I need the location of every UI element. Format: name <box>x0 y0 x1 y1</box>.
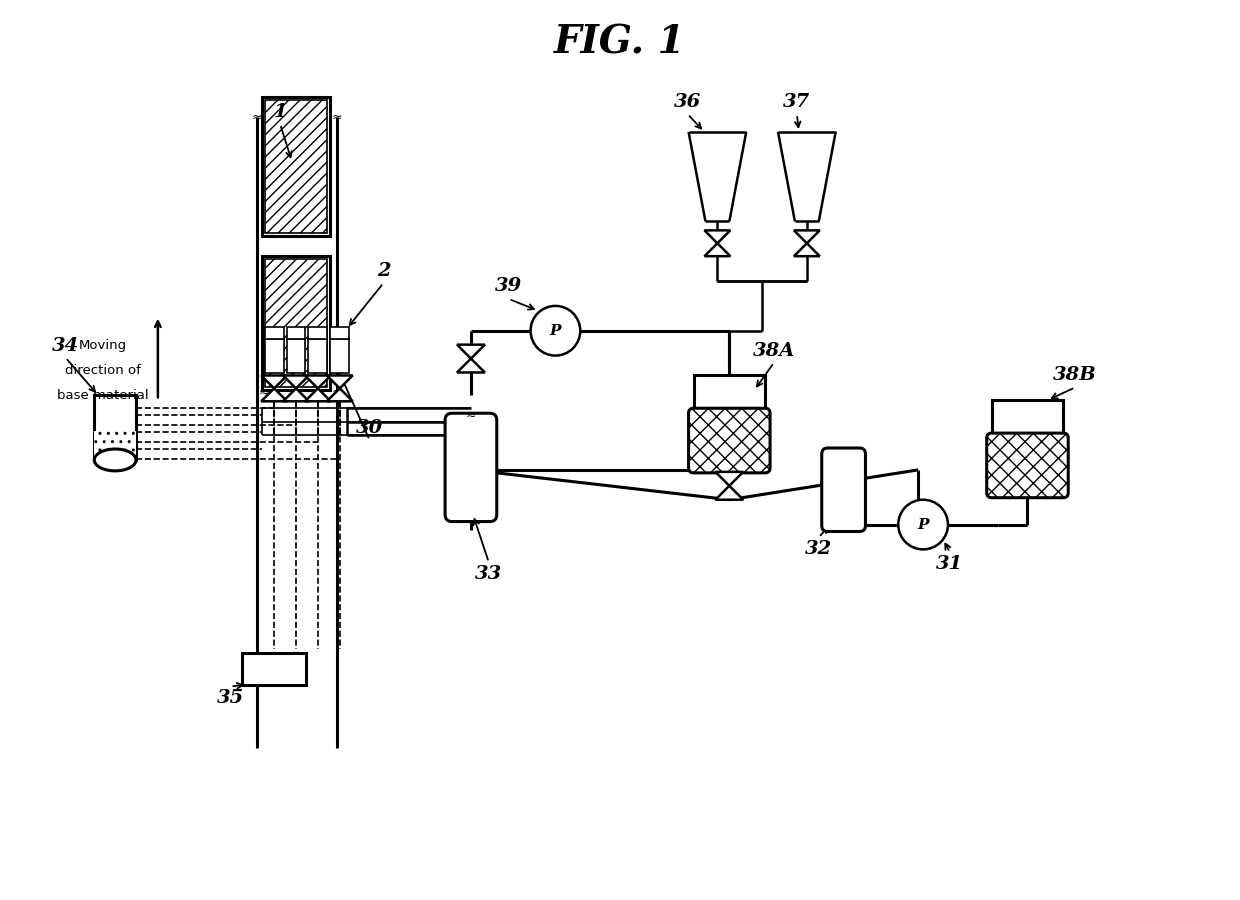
Text: 33: 33 <box>475 565 502 583</box>
Bar <box>330 338 350 373</box>
Polygon shape <box>794 243 820 256</box>
Text: ≈: ≈ <box>252 111 263 123</box>
Bar <box>94 431 136 460</box>
FancyBboxPatch shape <box>688 409 770 472</box>
Bar <box>264 338 284 373</box>
Text: ≈: ≈ <box>331 111 342 123</box>
Text: ≈: ≈ <box>259 386 269 399</box>
Bar <box>309 338 327 373</box>
Text: ≈: ≈ <box>466 409 476 422</box>
Text: P: P <box>549 324 562 338</box>
Text: base material: base material <box>57 389 149 401</box>
Circle shape <box>531 306 580 356</box>
Polygon shape <box>458 345 485 358</box>
Bar <box>242 652 306 685</box>
Text: 39: 39 <box>495 277 522 295</box>
Text: 2: 2 <box>377 262 391 280</box>
Polygon shape <box>262 389 288 401</box>
Polygon shape <box>305 389 331 401</box>
Text: 38A: 38A <box>753 342 795 360</box>
Text: 38B: 38B <box>1053 366 1097 384</box>
Text: 34: 34 <box>52 337 79 355</box>
Bar <box>265 259 327 387</box>
Polygon shape <box>715 472 743 486</box>
FancyBboxPatch shape <box>822 448 866 532</box>
Bar <box>992 400 1063 438</box>
Text: 1: 1 <box>273 104 286 122</box>
Bar <box>262 97 330 237</box>
Polygon shape <box>283 389 309 401</box>
Polygon shape <box>715 486 743 500</box>
Bar <box>286 327 305 338</box>
Bar <box>693 375 765 413</box>
Ellipse shape <box>94 449 136 471</box>
Polygon shape <box>283 375 309 389</box>
Text: FIG. 1: FIG. 1 <box>554 23 686 61</box>
Bar <box>262 256 330 391</box>
Text: 35: 35 <box>217 689 244 707</box>
Bar <box>330 327 350 338</box>
Polygon shape <box>305 375 331 389</box>
Text: 36: 36 <box>675 94 701 112</box>
Text: P: P <box>918 518 929 532</box>
FancyBboxPatch shape <box>987 433 1068 498</box>
Polygon shape <box>458 358 485 373</box>
Bar <box>94 395 136 460</box>
Polygon shape <box>327 389 352 401</box>
Bar <box>286 338 305 373</box>
Bar <box>309 327 327 338</box>
Text: ≈: ≈ <box>331 386 342 399</box>
Polygon shape <box>794 230 820 243</box>
Text: Moving: Moving <box>79 339 128 352</box>
Text: 37: 37 <box>784 94 811 112</box>
FancyBboxPatch shape <box>445 413 497 522</box>
Text: direction of: direction of <box>66 364 141 377</box>
Bar <box>264 327 284 338</box>
Polygon shape <box>262 375 288 389</box>
Text: 31: 31 <box>936 555 963 573</box>
Text: 32: 32 <box>805 540 832 558</box>
Polygon shape <box>704 230 730 243</box>
Text: 30: 30 <box>356 419 383 437</box>
Circle shape <box>898 500 947 549</box>
Bar <box>265 100 327 233</box>
Polygon shape <box>327 375 352 389</box>
Polygon shape <box>704 243 730 256</box>
